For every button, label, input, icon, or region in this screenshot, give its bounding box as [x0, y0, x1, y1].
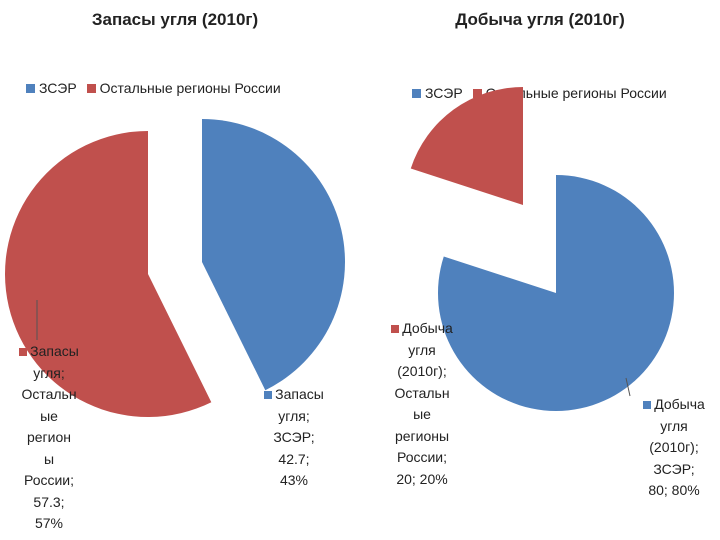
data-label-line: (2010г);	[397, 363, 447, 379]
data-label-line: ые	[40, 407, 58, 424]
data-label-line: угля	[660, 417, 688, 434]
data-label-line: угля	[408, 341, 436, 358]
data-label-line: (2010г);	[649, 439, 699, 455]
pie2-data-label-other: Добыча угля (2010г); Остальн ые регионы России…	[372, 318, 472, 490]
data-label-swatch	[643, 401, 652, 410]
legend-item-zser: ЗСЭР	[412, 85, 463, 101]
data-label-line: 57.3;	[33, 493, 65, 510]
data-label-line: 57%	[34, 515, 64, 531]
chart2-title: Добыча угля (2010г)	[455, 10, 625, 29]
data-label-line: Запасы	[10, 341, 88, 363]
legend-label-zser: ЗСЭР	[39, 80, 77, 96]
pie1-slice-other	[4, 131, 212, 417]
data-label-line: ЗСЭР;	[653, 460, 695, 477]
pie1-data-label-zser: Запасы угля; ЗСЭР; 42.7; 43%	[254, 384, 334, 492]
data-label-line: России;	[396, 449, 448, 465]
pie1-data-label-other: Запасы угля; Остальн ые регион ы России; 57.3; 5…	[10, 341, 88, 535]
legend-item-other: Остальные регионы России	[86, 80, 281, 96]
data-label-line: 42.7;	[278, 450, 310, 467]
data-label-line: Добыча	[372, 318, 472, 340]
legend-label-other: Остальные регионы России	[485, 85, 667, 101]
legend-label-zser: ЗСЭР	[425, 85, 463, 101]
chart2-legend: ЗСЭР Остальные регионы России	[412, 85, 677, 101]
legend-label-other: Остальные регионы России	[99, 80, 281, 96]
data-label-line: 20; 20%	[396, 470, 448, 487]
legend-swatch-zser	[412, 88, 421, 98]
data-label-line: ЗСЭР;	[273, 429, 315, 445]
data-label-line: Остальн	[21, 386, 77, 402]
data-label-swatch	[19, 348, 28, 357]
data-label-line: ы	[43, 450, 55, 467]
legend-swatch-other	[472, 88, 482, 98]
pie1-slice-zser	[202, 119, 345, 391]
chart1-title: Запасы угля (2010г)	[91, 10, 259, 29]
data-label-line: Остальн	[394, 384, 450, 401]
data-label-line: Запасы	[254, 384, 334, 406]
data-label-swatch	[264, 391, 273, 400]
legend-swatch-other	[86, 83, 96, 93]
pie2-leader-line-zser	[625, 377, 631, 397]
chart1-legend: ЗСЭР Остальные регионы России	[26, 80, 291, 96]
legend-swatch-zser	[26, 83, 35, 93]
data-label-line: угля;	[278, 407, 310, 424]
pie2-slice-zser	[438, 175, 675, 411]
data-label-line: 80; 80%	[648, 482, 700, 498]
data-label-line: 43%	[279, 472, 309, 488]
legend-item-other: Остальные регионы России	[472, 85, 667, 101]
data-label-line: Добыча	[632, 394, 716, 416]
pie2-slice-other	[410, 87, 523, 205]
legend-item-zser: ЗСЭР	[26, 80, 77, 96]
data-label-line: ые	[413, 406, 431, 422]
data-label-line: угля;	[33, 364, 65, 381]
pie2-data-label-zser: Добыча угля (2010г); ЗСЭР; 80; 80%	[632, 394, 716, 502]
data-label-line: регионы	[394, 427, 450, 444]
data-label-line: России;	[23, 472, 75, 488]
data-label-line: регион	[26, 429, 72, 445]
data-label-swatch	[391, 325, 400, 334]
